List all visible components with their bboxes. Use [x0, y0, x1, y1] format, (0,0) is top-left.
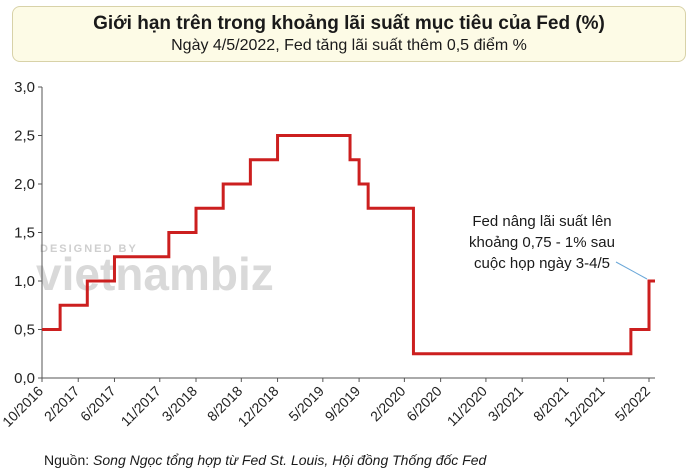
y-tick-label: 0,5	[14, 322, 35, 339]
axes	[41, 87, 655, 379]
x-tick-label: 6/2017	[77, 383, 119, 425]
x-tick-label: 5/2019	[285, 383, 327, 425]
source-text: Song Ngọc tổng hợp từ Fed St. Louis, Hội…	[93, 452, 487, 468]
source-prefix: Nguồn:	[44, 452, 94, 468]
x-tick-label: 9/2019	[322, 383, 364, 425]
watermark-line1: DESIGNED BY	[40, 243, 138, 255]
x-tick-label: 11/2020	[444, 383, 491, 430]
x-tick-label: 12/2018	[235, 383, 282, 430]
chart-title: Giới hạn trên trong khoảng lãi suất mục …	[93, 13, 605, 34]
annotation-line: Fed nâng lãi suất lên	[472, 213, 611, 230]
x-tick-label: 10/2016	[0, 383, 46, 430]
x-tick-label: 11/2017	[118, 383, 165, 430]
y-tick-label: 3,0	[14, 79, 35, 96]
source-note: Nguồn: Song Ngọc tổng hợp từ Fed St. Lou…	[44, 452, 486, 468]
y-tick-label: 1,5	[14, 225, 35, 242]
annotation-leader-line	[615, 261, 648, 280]
title-box: Giới hạn trên trong khoảng lãi suất mục …	[12, 6, 686, 62]
annotation-line: cuộc họp ngày 3-4/5	[474, 255, 610, 272]
rate-step-line	[42, 134, 655, 356]
y-tick-label: 1,0	[14, 273, 35, 290]
y-tick-label: 2,0	[14, 176, 35, 193]
y-tick-label: 2,5	[14, 128, 35, 145]
x-tick-label: 12/2021	[561, 383, 608, 430]
x-tick-label: 2/2017	[41, 383, 83, 425]
x-tick-label: 3/2021	[485, 383, 527, 425]
watermark: DESIGNED BY vietnambiz	[36, 243, 274, 300]
chart-subtitle: Ngày 4/5/2022, Fed tăng lãi suất thêm 0,…	[171, 37, 527, 54]
annotation-line: khoảng 0,75 - 1% sau	[469, 234, 615, 251]
series-group	[42, 134, 655, 356]
y-tick-label: 0,0	[14, 370, 35, 387]
x-tick-label: 2/2020	[367, 383, 409, 425]
x-tick-label: 5/2022	[612, 383, 654, 425]
annotation: Fed nâng lãi suất lên khoảng 0,75 - 1% sa…	[469, 213, 648, 280]
x-tick-label: 6/2020	[403, 383, 445, 425]
x-tick-label: 3/2018	[159, 383, 201, 425]
y-tick-labels: 0,0 0,5 1,0 1,5 2,0 2,5 3,0	[14, 79, 42, 387]
